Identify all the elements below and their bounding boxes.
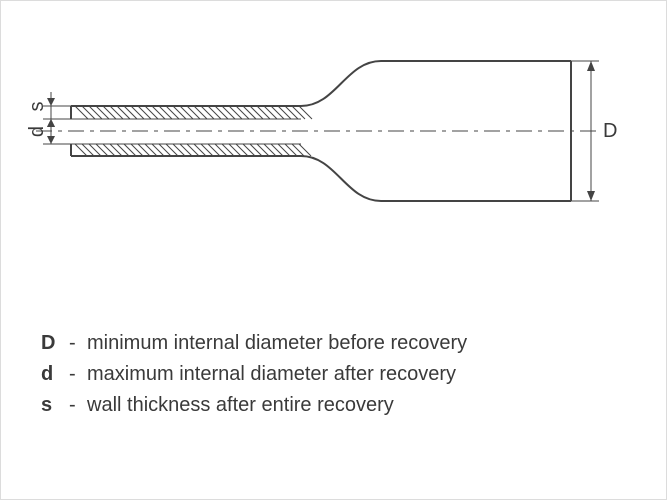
legend-dash: - — [69, 393, 87, 418]
legend-dash: - — [69, 362, 87, 387]
legend-dash: - — [69, 331, 87, 356]
legend-text: wall thickness after entire recovery — [87, 393, 621, 418]
svg-text:d: d — [26, 126, 48, 137]
legend: D-minimum internal diameter before recov… — [41, 331, 621, 424]
legend-text: maximum internal diameter after recovery — [87, 362, 621, 387]
svg-text:D: D — [603, 120, 617, 142]
legend-symbol: d — [41, 362, 69, 387]
legend-row: D-minimum internal diameter before recov… — [41, 331, 621, 356]
tube-diagram: Dd s — [1, 1, 667, 301]
legend-row: d-maximum internal diameter after recove… — [41, 362, 621, 387]
diagram-area: Dd s — [1, 1, 667, 301]
legend-symbol: D — [41, 331, 69, 356]
legend-text: minimum internal diameter before recover… — [87, 331, 621, 356]
svg-text:s: s — [26, 102, 48, 112]
page: Dds D-minimum internal diameter before r… — [0, 0, 667, 500]
legend-symbol: s — [41, 393, 69, 418]
legend-row: s-wall thickness after entire recovery — [41, 393, 621, 418]
